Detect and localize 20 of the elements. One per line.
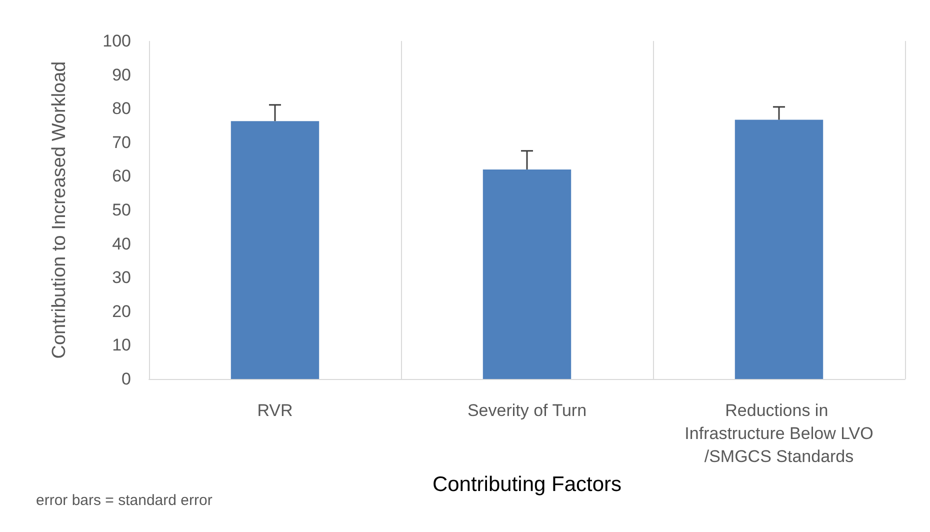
y-tick-label: 0 bbox=[122, 370, 131, 388]
y-axis-title: Contribution to Increased Workload bbox=[49, 61, 70, 359]
y-tick-label: 100 bbox=[102, 32, 131, 50]
y-tick-label: 60 bbox=[112, 166, 131, 186]
text: error bars = standard error bbox=[36, 492, 212, 509]
x-tick-label: Severity of Turn bbox=[467, 401, 587, 420]
y-tick-label: 10 bbox=[112, 336, 131, 355]
y-tick-label: 20 bbox=[112, 302, 131, 321]
y-tick-label: 80 bbox=[112, 99, 131, 118]
x-axis-title: Contributing Factors bbox=[432, 473, 622, 496]
y-tick-label: 40 bbox=[112, 234, 131, 254]
bar bbox=[482, 169, 572, 379]
x-tick-label: Reductions in Infrastructure Below LVO/SMGCS Standards bbox=[684, 401, 874, 466]
x-tick-label: RVR bbox=[257, 401, 293, 420]
y-tick-label: 90 bbox=[112, 65, 131, 84]
y-tick-label: 30 bbox=[112, 268, 131, 288]
bar bbox=[230, 121, 320, 379]
y-tick-label: 50 bbox=[112, 200, 131, 220]
bar bbox=[734, 120, 824, 379]
y-tick-label: 70 bbox=[112, 132, 131, 152]
